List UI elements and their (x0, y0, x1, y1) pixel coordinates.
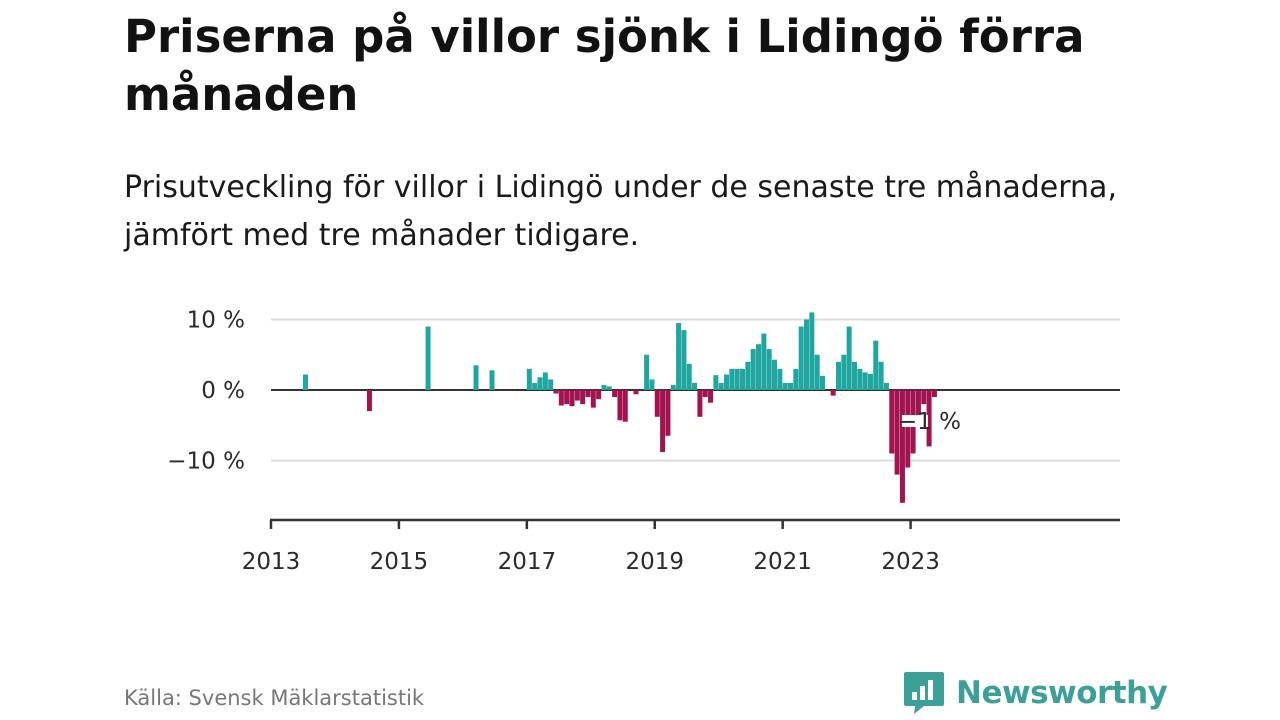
bar (542, 372, 548, 391)
bar (633, 390, 639, 395)
bar (878, 361, 884, 390)
bar (686, 363, 692, 390)
bar-chart-speech-bubble-icon (904, 672, 944, 714)
y-tick-label: −10 % (167, 449, 245, 475)
bar (644, 354, 650, 390)
bar (697, 390, 703, 417)
bar (835, 361, 841, 390)
bar (601, 385, 607, 390)
bar (905, 390, 911, 468)
y-tick-label: 10 % (187, 308, 245, 334)
bar (761, 333, 767, 390)
bar (809, 312, 815, 390)
bar (830, 390, 836, 396)
bar (873, 340, 879, 390)
bar (681, 330, 687, 390)
bar (926, 390, 932, 447)
bar (899, 390, 905, 503)
bar (649, 379, 655, 390)
bar (846, 326, 852, 390)
bar (537, 377, 543, 390)
bar (841, 354, 847, 390)
bar (617, 390, 623, 421)
bar (574, 390, 580, 401)
y-tick-label: 0 % (201, 378, 245, 404)
bar (718, 382, 724, 390)
bar (676, 323, 682, 390)
bar (558, 390, 564, 406)
bar (532, 382, 538, 390)
bar (921, 390, 927, 405)
x-tick-label: 2021 (753, 549, 812, 575)
bar (548, 379, 554, 390)
bar (851, 361, 857, 390)
bar (804, 319, 809, 390)
bar (665, 390, 671, 436)
x-tick-label: 2023 (881, 549, 940, 575)
bar (670, 385, 676, 390)
bar (596, 390, 602, 400)
bar (473, 365, 479, 390)
chart-title: Priserna på villor sjönk i Lidingö förra… (124, 10, 1085, 121)
bar (526, 368, 532, 390)
bar (915, 390, 921, 419)
bar (569, 390, 575, 407)
bar (798, 326, 804, 390)
chart-subtitle: Prisutveckling för villor i Lidingö unde… (124, 170, 1117, 253)
bar (660, 390, 666, 453)
bar (580, 390, 586, 405)
bar-chart: 10 % 0 % −10 % 2013 2015 2017 2019 2021 2023 −1 … (167, 308, 1120, 576)
bar (788, 382, 794, 390)
bar (622, 390, 628, 422)
bar (889, 390, 895, 454)
x-tick-label: 2013 (242, 549, 301, 575)
bar (692, 382, 698, 390)
bars (302, 312, 937, 503)
bar (708, 390, 714, 403)
bar (713, 375, 719, 390)
brand-name: Newsworthy (956, 675, 1168, 711)
bar (702, 390, 708, 398)
annotation: −1 % (898, 409, 961, 435)
bar (724, 374, 730, 390)
bar (740, 368, 746, 390)
bar (819, 375, 825, 390)
bar (654, 390, 660, 417)
bar (564, 390, 570, 405)
annotation-label: −1 % (898, 409, 961, 435)
bar (793, 368, 799, 390)
x-axis (269, 518, 1120, 529)
bar (729, 368, 735, 390)
bar (894, 390, 900, 475)
x-tick-label: 2019 (625, 549, 684, 575)
bar (862, 372, 868, 391)
x-tick-label: 2015 (370, 549, 429, 575)
bar (766, 349, 772, 390)
bar (814, 354, 820, 390)
bar (606, 386, 612, 390)
bar (734, 368, 740, 390)
bar (782, 382, 788, 390)
bar (750, 349, 756, 390)
tick-labels: 10 % 0 % −10 % 2013 2015 2017 2019 2021 2023 (167, 308, 940, 576)
source-note: Källa: Svensk Mäklarstatistik (124, 686, 425, 710)
bar (489, 370, 495, 390)
bar (553, 390, 559, 394)
bar (857, 368, 863, 390)
bar (302, 374, 308, 390)
bar (756, 344, 762, 390)
bar (772, 359, 778, 390)
bar (745, 361, 751, 390)
bar (931, 390, 937, 398)
bar (883, 382, 889, 390)
bar (777, 368, 783, 390)
bar (585, 390, 591, 398)
bar (425, 326, 431, 390)
bar (590, 390, 596, 408)
x-tick-label: 2017 (498, 549, 557, 575)
bar (867, 373, 873, 390)
bar (366, 390, 372, 412)
newsworthy-logo[interactable]: Newsworthy (902, 670, 1168, 716)
bar (612, 390, 618, 398)
